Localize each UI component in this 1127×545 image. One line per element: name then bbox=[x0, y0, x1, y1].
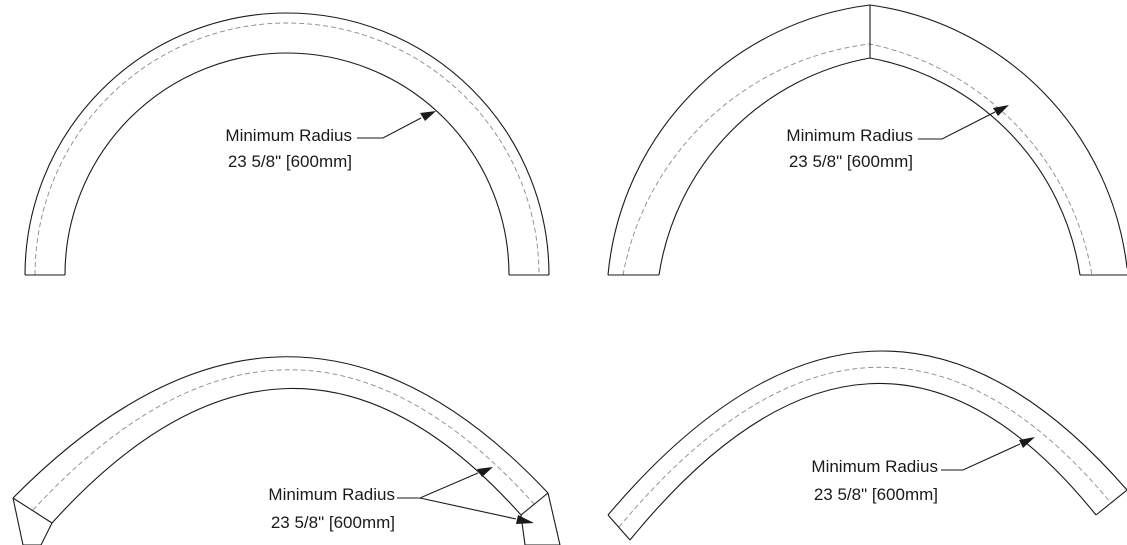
arch-4-label-line2: 23 5/8" [600mm] bbox=[814, 485, 938, 504]
arch-4-inner-edge bbox=[629, 383, 1097, 541]
arch-3-inner-edge bbox=[51, 387, 522, 524]
arch-4-centerline bbox=[618, 366, 1112, 528]
arch-3-leader-line-upper bbox=[397, 472, 479, 499]
arch-3-centerline bbox=[32, 369, 536, 511]
arch-1-centerline bbox=[34, 22, 540, 276]
arch-3-right-joint bbox=[520, 492, 549, 516]
arch-1-label-line2: 23 5/8" [600mm] bbox=[228, 152, 352, 171]
arch-1-outer-edge bbox=[24, 12, 550, 276]
arch-3-arrowhead-lower bbox=[516, 515, 534, 524]
arch-2-inner-edge bbox=[658, 57, 1081, 276]
arch-3-outer-edge bbox=[12, 356, 549, 499]
arch-4-leader-line bbox=[941, 443, 1021, 471]
arch-2-label-line1: Minimum Radius bbox=[786, 126, 913, 145]
semicircular-arch-drawing: Minimum Radius 23 5/8" [600mm] bbox=[24, 12, 550, 276]
arch-1-arrowhead bbox=[420, 111, 436, 121]
arch-4-outer-edge bbox=[607, 350, 1127, 516]
arch-2-leader-line bbox=[918, 111, 996, 140]
arch-3-label-line1: Minimum Radius bbox=[268, 485, 395, 504]
arch-3-label-line2: 23 5/8" [600mm] bbox=[271, 513, 395, 532]
gothic-arch-drawing: Minimum Radius 23 5/8" [600mm] bbox=[607, 4, 1127, 276]
segmental-arch-drawing: Minimum Radius 23 5/8" [600mm] bbox=[607, 350, 1127, 541]
arch-4-right-joint bbox=[1095, 489, 1127, 516]
arch-3-arrowhead-upper bbox=[477, 467, 493, 477]
arch-4-arrowhead bbox=[1019, 437, 1035, 448]
arch-3-right-leg bbox=[520, 492, 561, 545]
arch-3-leader-line-lower bbox=[419, 497, 517, 520]
arch-4-left-joint bbox=[607, 514, 631, 541]
arch-2-arrowhead bbox=[993, 105, 1009, 116]
arch-3-left-leg bbox=[12, 497, 53, 545]
arch-3-left-joint bbox=[12, 497, 53, 524]
arch-1-leader-line bbox=[357, 117, 422, 139]
arch-1-label-line1: Minimum Radius bbox=[225, 126, 352, 145]
arch-2-label-line2: 23 5/8" [600mm] bbox=[789, 152, 913, 171]
arch-4-label-line1: Minimum Radius bbox=[811, 457, 938, 476]
arch-1-inner-edge bbox=[64, 52, 510, 276]
segmental-arch-with-legs-drawing: Minimum Radius 23 5/8" [600mm] bbox=[12, 356, 561, 545]
